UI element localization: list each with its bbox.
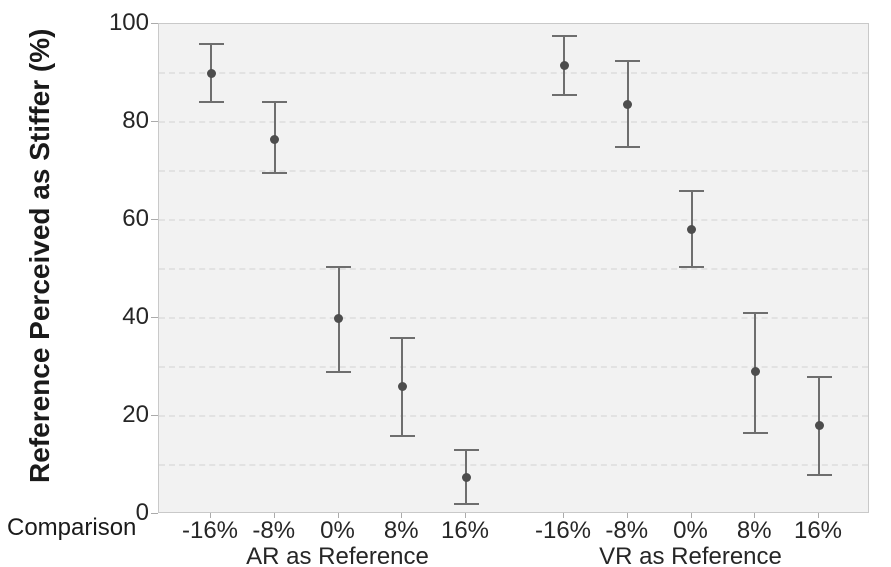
x-tick-label: -16% [181,517,239,544]
x-tick-mark [754,513,756,518]
x-tick-mark [818,513,819,518]
error-bar-cap-bottom [389,434,415,437]
gridline [159,72,868,74]
data-point [461,472,471,482]
x-tick-label: 16% [440,517,490,544]
y-tick-mark [151,219,158,220]
error-bar-cap-bottom [198,101,224,104]
x-tick-label: 8% [383,517,419,544]
y-tick-label: 80 [122,107,149,134]
error-bar-cap-top [742,312,768,315]
x-tick-label: -8% [605,517,649,544]
x-tick-label: 16% [793,517,843,544]
y-tick-mark [151,513,158,514]
data-point [334,313,343,323]
gridline [159,121,868,123]
x-tick-label: -8% [252,517,296,544]
data-point [750,367,760,377]
data-point [206,68,216,78]
y-tick-label: 100 [108,9,149,36]
gridline [159,415,868,417]
y-tick-label: 0 [135,499,149,526]
x-tick-mark [690,513,692,518]
y-tick-label: 60 [122,205,149,232]
gridline [159,219,868,221]
y-tick-mark [151,23,158,24]
x-tick-label: -16% [534,517,592,544]
error-bar-cap-top [198,42,224,45]
error-bar-cap-top [262,101,288,104]
x-tick-label: 8% [736,517,772,544]
error-bar-cap-top [551,35,577,38]
y-axis-title: Reference Perceived as Stiffer (%) [24,28,55,483]
error-bar-cap-bottom [262,172,288,175]
error-bar-cap-bottom [806,473,832,476]
x-tick-mark [626,513,628,518]
data-point [623,100,633,110]
x-tick-mark [401,513,403,518]
data-point [559,61,569,71]
y-tick-mark [151,415,158,416]
error-bar-cap-bottom [551,94,577,97]
error-bar-cap-bottom [326,370,351,373]
y-tick-mark [151,121,158,122]
x-tick-mark [465,513,466,518]
y-tick-mark [151,317,158,318]
error-bar-cap-top [615,59,641,62]
gridline [159,268,868,270]
error-bar-cap-top [806,375,832,378]
gridline [159,170,868,172]
error-bar-cap-top [453,449,479,452]
x-tick-label: 0% [673,517,708,544]
error-bar-cap-bottom [453,503,479,506]
gridline [159,366,868,368]
x-tick-mark [210,513,211,518]
data-point [687,225,696,235]
data-point [397,382,407,392]
x-tick-mark [563,513,564,518]
x-group-label: AR as Reference [246,543,429,567]
error-bar-cap-bottom [679,265,704,268]
error-bar-cap-top [326,265,351,268]
x-axis-title: Comparison [7,514,137,541]
error-bar-cap-top [679,189,704,192]
x-group-label: VR as Reference [599,543,782,567]
error-bar-cap-bottom [742,432,768,435]
error-bar-cap-top [389,336,415,339]
plot-area [158,23,869,513]
x-tick-mark [337,513,339,518]
gridline [159,464,868,466]
x-tick-mark [273,513,275,518]
data-point [814,421,824,431]
y-tick-label: 20 [122,401,149,428]
x-tick-label: 0% [320,517,355,544]
error-bar-cap-bottom [615,145,641,148]
gridline [159,317,868,319]
y-tick-label: 40 [122,303,149,330]
data-point [270,134,280,144]
